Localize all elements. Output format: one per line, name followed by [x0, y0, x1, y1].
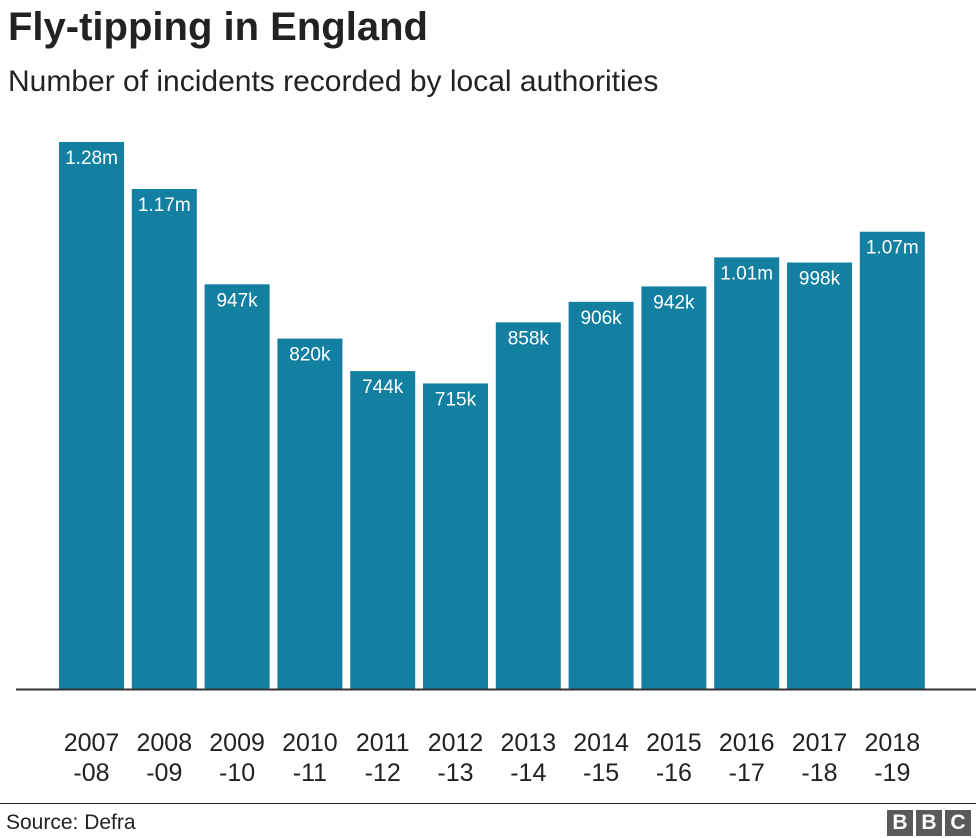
bbc-logo-letter: C	[945, 810, 971, 836]
bar	[204, 284, 270, 689]
x-tick-label: -11	[293, 759, 327, 787]
chart-subtitle: Number of incidents recorded by local au…	[8, 65, 659, 98]
source-text: Source: Defra	[6, 811, 136, 834]
x-tick-label: 2013	[500, 729, 556, 757]
bar	[641, 286, 707, 689]
bar-data-label: 820k	[289, 345, 331, 366]
bar-data-label: 906k	[580, 308, 622, 329]
bar-data-label: 998k	[799, 269, 841, 290]
bar-data-label: 744k	[362, 377, 404, 398]
bar-data-label: 942k	[653, 292, 695, 313]
bar	[131, 189, 197, 689]
x-tick-label: -12	[365, 759, 401, 787]
bar	[787, 262, 852, 689]
x-tick-label: -18	[801, 759, 837, 787]
x-tick-label: 2007	[64, 729, 120, 757]
bar	[277, 338, 343, 689]
bar-data-label: 715k	[435, 389, 477, 410]
x-tick-label: -13	[437, 759, 473, 787]
bar	[859, 231, 925, 689]
x-tick-label: -16	[656, 759, 692, 787]
bbc-logo: B B C	[887, 810, 971, 836]
x-tick-label: 2008	[136, 729, 192, 757]
x-tick-label: 2012	[428, 729, 484, 757]
x-tick-label: 2016	[719, 729, 775, 757]
bbc-logo-letter: B	[887, 810, 913, 836]
x-tick-label: -17	[729, 759, 765, 787]
footer-divider	[0, 803, 976, 804]
x-tick-label: 2010	[282, 729, 338, 757]
x-tick-label: -09	[146, 759, 182, 787]
bar-data-label: 1.07m	[866, 238, 919, 259]
x-tick-label: -08	[73, 759, 109, 787]
x-tick-label: -19	[874, 759, 910, 787]
bar	[59, 142, 124, 689]
bbc-logo-letter: B	[916, 810, 942, 836]
bar-data-label: 1.28m	[65, 148, 118, 169]
bar-data-label: 1.01m	[720, 263, 773, 284]
bar-data-label: 1.17m	[138, 195, 191, 216]
bar	[495, 322, 561, 689]
bar	[423, 383, 488, 689]
x-tick-label: 2014	[573, 729, 629, 757]
x-tick-label: 2009	[209, 729, 265, 757]
x-tick-label: 2017	[792, 729, 848, 757]
bar-data-label: 858k	[508, 328, 550, 349]
bar	[350, 371, 416, 689]
x-tick-label: -15	[583, 759, 619, 787]
bar-chart: 1.28m 2007-08 1.17m 2008-09 947k 2009-10 820k 2…	[16, 142, 976, 787]
bar	[714, 257, 780, 689]
x-tick-label: -14	[510, 759, 546, 787]
chart-title: Fly-tipping in England	[8, 5, 428, 49]
x-tick-label: 2011	[356, 729, 410, 757]
x-tick-label: 2015	[646, 729, 702, 757]
bar-data-label: 947k	[216, 290, 258, 311]
x-tick-label: 2018	[864, 729, 920, 757]
x-tick-label: -10	[219, 759, 255, 787]
bar	[568, 301, 634, 689]
